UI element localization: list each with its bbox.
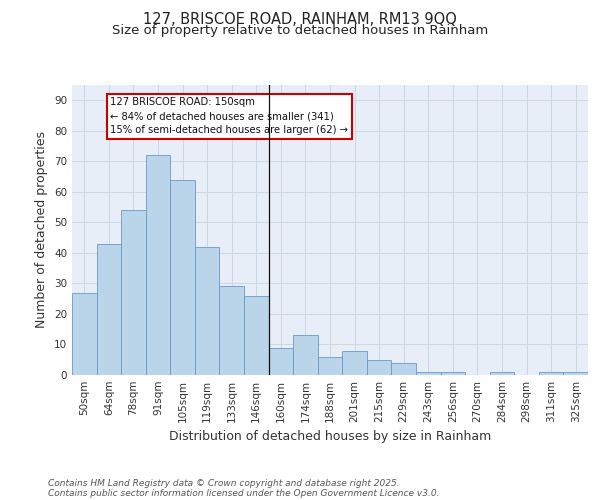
- Bar: [391, 363, 416, 375]
- Bar: [539, 372, 563, 375]
- Bar: [121, 210, 146, 375]
- Bar: [563, 372, 588, 375]
- Bar: [342, 350, 367, 375]
- Bar: [367, 360, 391, 375]
- Bar: [195, 247, 220, 375]
- Text: 127 BRISCOE ROAD: 150sqm
← 84% of detached houses are smaller (341)
15% of semi-: 127 BRISCOE ROAD: 150sqm ← 84% of detach…: [110, 97, 348, 135]
- Text: 127, BRISCOE ROAD, RAINHAM, RM13 9QQ: 127, BRISCOE ROAD, RAINHAM, RM13 9QQ: [143, 12, 457, 28]
- Text: Contains HM Land Registry data © Crown copyright and database right 2025.: Contains HM Land Registry data © Crown c…: [48, 478, 400, 488]
- Bar: [97, 244, 121, 375]
- Bar: [220, 286, 244, 375]
- Bar: [146, 155, 170, 375]
- Text: Contains public sector information licensed under the Open Government Licence v3: Contains public sector information licen…: [48, 488, 439, 498]
- Text: Size of property relative to detached houses in Rainham: Size of property relative to detached ho…: [112, 24, 488, 37]
- Bar: [293, 336, 318, 375]
- Bar: [490, 372, 514, 375]
- Bar: [416, 372, 440, 375]
- Bar: [170, 180, 195, 375]
- Bar: [269, 348, 293, 375]
- Y-axis label: Number of detached properties: Number of detached properties: [35, 132, 49, 328]
- Bar: [440, 372, 465, 375]
- Bar: [72, 292, 97, 375]
- Bar: [318, 356, 342, 375]
- Bar: [244, 296, 269, 375]
- X-axis label: Distribution of detached houses by size in Rainham: Distribution of detached houses by size …: [169, 430, 491, 444]
